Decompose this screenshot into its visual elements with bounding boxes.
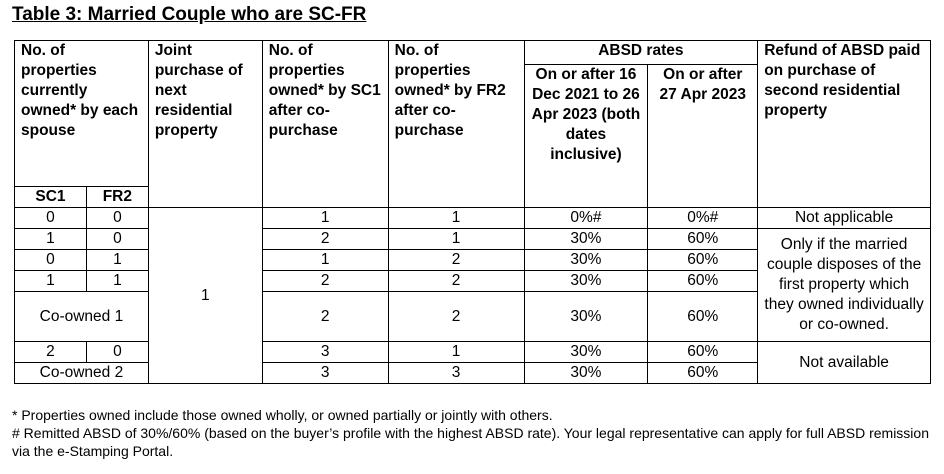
header: Joint purchase of next residential prope… <box>147 40 263 208</box>
cell: 60% <box>647 341 759 363</box>
cell: 60% <box>647 362 759 384</box>
rate-header: On or after 16 Dec 2021 to 26 Apr 2023 (… <box>523 64 649 208</box>
cell: 1 <box>85 270 149 292</box>
rate-header: On or after 27 Apr 2023 <box>647 64 759 208</box>
cell: 30% <box>523 341 649 363</box>
cell: 30% <box>523 270 649 292</box>
cell: 1 <box>387 341 525 363</box>
title: Table 3: Married Couple who are SC-FR <box>12 4 367 25</box>
cell: 0 <box>14 207 87 229</box>
cell: 2 <box>387 249 525 271</box>
cell: 3 <box>261 341 389 363</box>
cell: 0 <box>85 207 149 229</box>
cell: Not available <box>757 341 931 384</box>
cell: 0%# <box>523 207 649 229</box>
cell: 60% <box>647 291 759 342</box>
cell: 2 <box>261 291 389 342</box>
cell: Co-owned 2 <box>14 362 149 384</box>
cell: 30% <box>523 228 649 250</box>
cell: Not applicable <box>757 207 931 229</box>
cell: 1 <box>147 207 263 384</box>
cell: 2 <box>14 341 87 363</box>
spouse-header: SC1 <box>14 186 87 208</box>
cell: 3 <box>261 362 389 384</box>
cell: Co-owned 1 <box>14 291 149 342</box>
cell: 30% <box>523 249 649 271</box>
cell: 0 <box>85 341 149 363</box>
cell: 0 <box>14 249 87 271</box>
cell: 60% <box>647 228 759 250</box>
cell: 3 <box>387 362 525 384</box>
cell: 0 <box>85 228 149 250</box>
header: No. of properties currently owned* by ea… <box>14 40 149 187</box>
cell: 30% <box>523 362 649 384</box>
header: ABSD rates <box>523 40 759 65</box>
cell: 1 <box>14 270 87 292</box>
cell: 60% <box>647 249 759 271</box>
header: No. of properties owned* by FR2 after co… <box>387 40 525 208</box>
cell: 60% <box>647 270 759 292</box>
cell: 1 <box>387 228 525 250</box>
absd-table: No. of properties currently owned* by ea… <box>14 40 931 384</box>
cell: 1 <box>261 207 389 229</box>
footnote: * Properties owned include those owned w… <box>12 407 553 423</box>
cell: 2 <box>261 270 389 292</box>
footnotes: * Properties owned include those owned w… <box>12 406 937 460</box>
cell: 2 <box>387 270 525 292</box>
cell: 1 <box>387 207 525 229</box>
cell: 30% <box>523 291 649 342</box>
header: Refund of ABSD paid on purchase of secon… <box>757 40 931 208</box>
header: No. of properties owned* by SC1 after co… <box>261 40 389 208</box>
cell: 1 <box>14 228 87 250</box>
cell: Only if the married couple disposes of t… <box>757 228 931 342</box>
footnote: # Remitted ABSD of 30%/60% (based on the… <box>12 425 929 459</box>
spouse-header: FR2 <box>85 186 149 208</box>
cell: 0%# <box>647 207 759 229</box>
cell: 2 <box>261 228 389 250</box>
cell: 1 <box>85 249 149 271</box>
cell: 2 <box>387 291 525 342</box>
cell: 1 <box>261 249 389 271</box>
